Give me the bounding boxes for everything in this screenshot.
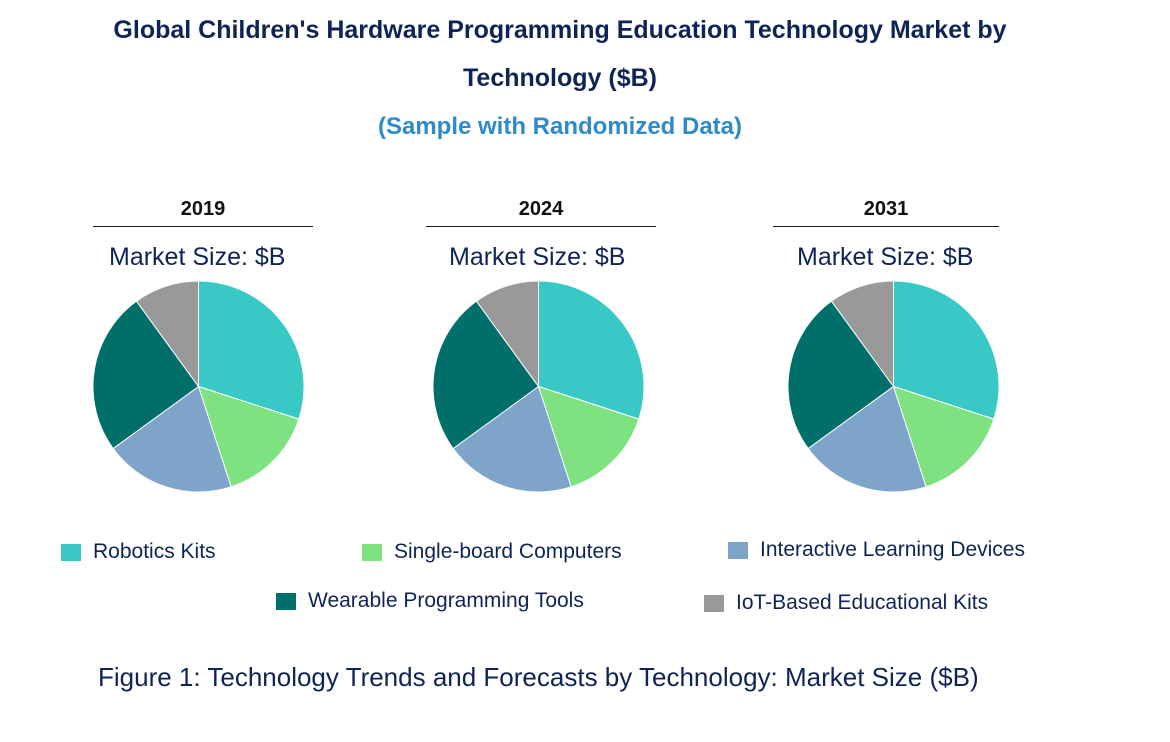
legend-swatch-robotics-kits bbox=[61, 543, 81, 561]
legend-swatch-interactive-learning-devices bbox=[728, 541, 748, 559]
legend-swatch-wearable-programming-tools bbox=[276, 592, 296, 610]
legend-label-single-board-computers: Single-board Computers bbox=[394, 540, 622, 563]
pie-title-2024: 2024 bbox=[426, 198, 656, 227]
legend-item-interactive-learning-devices: Interactive Learning Devices bbox=[728, 538, 1025, 562]
legend-swatch-iot-based-educational-kits bbox=[704, 594, 724, 612]
pie-chart-2031 bbox=[787, 280, 1000, 493]
pie-subtitle-2031: Market Size: $B bbox=[797, 243, 974, 271]
figure-caption: Figure 1: Technology Trends and Forecast… bbox=[98, 662, 979, 692]
pie-slice-2019-iot-based-educational-kits bbox=[135, 280, 199, 389]
pie-slice-2031-wearable-programming-tools bbox=[787, 300, 895, 450]
pie-title-2019: 2019 bbox=[93, 198, 313, 227]
pie-slice-2019-single-board-computers bbox=[197, 385, 300, 488]
pie-chart-2024 bbox=[432, 280, 645, 493]
chart-title-line-2: Technology ($B) bbox=[463, 64, 657, 92]
chart-subtitle: (Sample with Randomized Data) bbox=[377, 113, 743, 140]
pie-slice-2031-iot-based-educational-kits bbox=[830, 280, 894, 389]
pie-slice-2031-robotics-kits bbox=[893, 280, 1000, 420]
legend-label-wearable-programming-tools: Wearable Programming Tools bbox=[308, 589, 584, 612]
legend-label-interactive-learning-devices: Interactive Learning Devices bbox=[760, 538, 1025, 561]
pie-chart-2019 bbox=[92, 280, 305, 493]
legend-item-wearable-programming-tools: Wearable Programming Tools bbox=[276, 589, 584, 613]
pie-slice-2024-interactive-learning-devices bbox=[452, 385, 572, 493]
pie-slice-2031-single-board-computers bbox=[892, 385, 995, 488]
pie-slice-2024-iot-based-educational-kits bbox=[475, 280, 539, 389]
pie-title-2031: 2031 bbox=[773, 198, 999, 227]
pie-slice-2024-single-board-computers bbox=[537, 385, 640, 488]
pie-slice-2031-interactive-learning-devices bbox=[807, 385, 927, 493]
legend-swatch-single-board-computers bbox=[362, 543, 382, 561]
pie-slice-2024-robotics-kits bbox=[538, 280, 645, 420]
chart-title-line-1: Global Children's Hardware Programming E… bbox=[113, 16, 1007, 44]
legend-label-iot-based-educational-kits: IoT-Based Educational Kits bbox=[736, 591, 989, 614]
pie-subtitle-2024: Market Size: $B bbox=[449, 243, 626, 271]
pie-slice-2024-wearable-programming-tools bbox=[432, 300, 540, 450]
legend-item-single-board-computers: Single-board Computers bbox=[362, 540, 622, 564]
legend-item-iot-based-educational-kits: IoT-Based Educational Kits bbox=[704, 591, 988, 615]
pie-slice-2019-interactive-learning-devices bbox=[112, 385, 232, 493]
legend-item-robotics-kits: Robotics Kits bbox=[61, 540, 216, 564]
legend-label-robotics-kits: Robotics Kits bbox=[93, 540, 216, 563]
pie-slice-2019-wearable-programming-tools bbox=[92, 300, 200, 450]
pie-slice-2019-robotics-kits bbox=[198, 280, 305, 420]
pie-subtitle-2019: Market Size: $B bbox=[109, 243, 286, 271]
